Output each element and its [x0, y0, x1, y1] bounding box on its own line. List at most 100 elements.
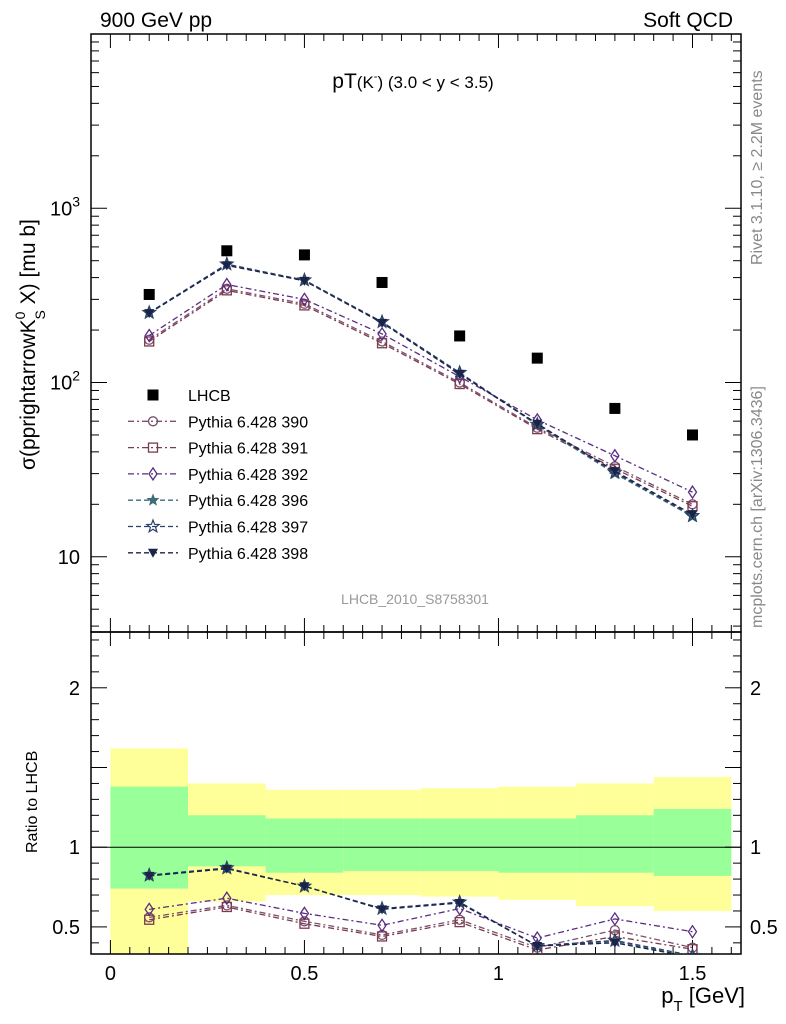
- series-point-5: [609, 467, 620, 477]
- series-point-2: [299, 292, 310, 307]
- ratio-tick-label-left: 1: [69, 837, 80, 859]
- data-point: [531, 352, 543, 364]
- ratio-point-5: [687, 953, 698, 954]
- legend-label-0: Pythia 6.428 390: [188, 414, 308, 431]
- x-axis-label: pT [GeV]: [661, 983, 745, 1015]
- ratio-line-5: [149, 868, 679, 954]
- source-url-label: mcplots.cern.ch [arXiv:1306.3436]: [749, 386, 766, 628]
- x-tick-label: 1.5: [679, 963, 707, 985]
- ratio-point-5: [609, 938, 620, 948]
- series-point-5: [687, 510, 698, 520]
- series-point-2: [610, 448, 620, 463]
- series-point-1: [144, 336, 155, 347]
- legend-marker-3: [146, 493, 160, 506]
- series-point-1: [454, 378, 465, 390]
- plot-title: pT(K-) (3.0 < y < 3.5): [332, 70, 493, 93]
- series-line-5: [148, 264, 693, 515]
- axis-ticks: 0 0.5 1 1.5 10 102 103 0.5 0.5 1 1 2 2: [50, 34, 778, 985]
- band-inner-3: [343, 818, 421, 872]
- series-point-2: [222, 277, 232, 292]
- band-inner-6: [576, 815, 654, 873]
- data-point: [221, 245, 233, 257]
- y-tick-label: 103: [50, 193, 80, 220]
- ratio-line-4: [149, 867, 688, 954]
- ratio-point-5: [454, 898, 465, 908]
- ratio-line-0: [149, 904, 693, 949]
- analysis-label: LHCB_2010_S8758301: [341, 591, 489, 607]
- band-inner-1: [188, 815, 266, 867]
- legend-label-1: Pythia 6.428 391: [188, 441, 308, 458]
- ratio-plot-frame: [90, 631, 742, 955]
- series-point-5: [377, 318, 388, 328]
- ratio-tick-label-right: 1: [750, 837, 761, 859]
- y-axis-label: σ(pprightarrowK0 S X) [mu b]: [12, 219, 48, 470]
- x-tick-label: 1: [493, 963, 504, 985]
- ratio-point-2: [610, 911, 620, 927]
- series-point-1: [221, 285, 232, 296]
- legend-label-2: Pythia 6.428 392: [188, 467, 308, 484]
- legend-marker-0: [147, 416, 159, 427]
- series-point-2: [687, 484, 698, 500]
- ratio-point-5: [377, 905, 388, 915]
- data-point: [686, 429, 698, 441]
- band-inner-4: [420, 818, 499, 872]
- series-point-5: [221, 261, 232, 271]
- ratio-point-5: [144, 871, 155, 881]
- data-point: [454, 330, 466, 342]
- y-tick-label: 10: [58, 547, 80, 569]
- legend-marker-1: [147, 442, 159, 453]
- header-left: 900 GeV pp: [100, 9, 212, 32]
- header-right: Soft QCD: [643, 9, 733, 32]
- rivet-version-label: Rivet 3.1.10, ≥ 2.2M events: [749, 70, 766, 265]
- legend-marker-2: [148, 466, 158, 482]
- data-point: [609, 402, 621, 414]
- series-point-2: [377, 326, 387, 342]
- ratio-point-2: [687, 924, 698, 939]
- band-inner-2: [265, 818, 344, 873]
- x-tick-label: 0: [105, 963, 116, 985]
- series-point-1: [376, 338, 388, 349]
- legend: LHCB Pythia 6.428 390 Pythia 6.428 391 Pyth…: [128, 388, 308, 563]
- ratio-point-1: [454, 916, 465, 928]
- ratio-point-5: [221, 864, 232, 874]
- band-inner-7: [653, 808, 732, 876]
- data-point: [376, 276, 388, 288]
- legend-label-3: Pythia 6.428 396: [188, 493, 308, 510]
- ratio-uncertainty-bands: [91, 748, 741, 954]
- band-inner-5: [498, 818, 577, 873]
- y-tick-label: 102: [50, 368, 80, 395]
- legend-marker-data: [147, 389, 159, 401]
- ratio-tick-label-right: 0.5: [750, 917, 778, 939]
- series-point-5: [299, 276, 310, 286]
- ratio-point-2: [222, 891, 232, 906]
- data-point: [298, 249, 310, 261]
- ratio-point-5: [299, 882, 310, 892]
- series-point-5: [454, 369, 465, 379]
- ratio-tick-label-right: 2: [750, 678, 761, 700]
- ratio-line-2: [149, 897, 693, 939]
- ratio-point-2: [299, 906, 310, 921]
- legend-label-4: Pythia 6.428 397: [188, 520, 308, 537]
- series-line-0: [148, 288, 693, 505]
- series-point-2: [144, 328, 154, 343]
- series-point-5: [532, 419, 543, 429]
- legend-label-data: LHCB: [188, 388, 231, 405]
- ratio-point-5: [532, 942, 543, 952]
- ratio-point-2: [144, 902, 154, 917]
- ratio-tick-label-left: 2: [69, 678, 80, 700]
- series-point-5: [144, 309, 155, 319]
- series-point-1: [299, 300, 310, 311]
- series-line-2: [148, 283, 693, 493]
- ratio-y-axis-label: Ratio to LHCB: [24, 751, 41, 853]
- main-plot-series: [141, 245, 701, 523]
- legend-marker-5: [148, 548, 158, 558]
- ratio-line-1: [149, 906, 693, 951]
- legend-marker-4: [145, 518, 161, 534]
- ratio-plot-series: [141, 859, 701, 954]
- ratio-point-1: [221, 901, 232, 913]
- legend-label-5: Pythia 6.428 398: [188, 546, 308, 563]
- x-tick-label: 0.5: [291, 963, 319, 985]
- series-line-1: [148, 289, 693, 507]
- ratio-point-2: [377, 918, 387, 933]
